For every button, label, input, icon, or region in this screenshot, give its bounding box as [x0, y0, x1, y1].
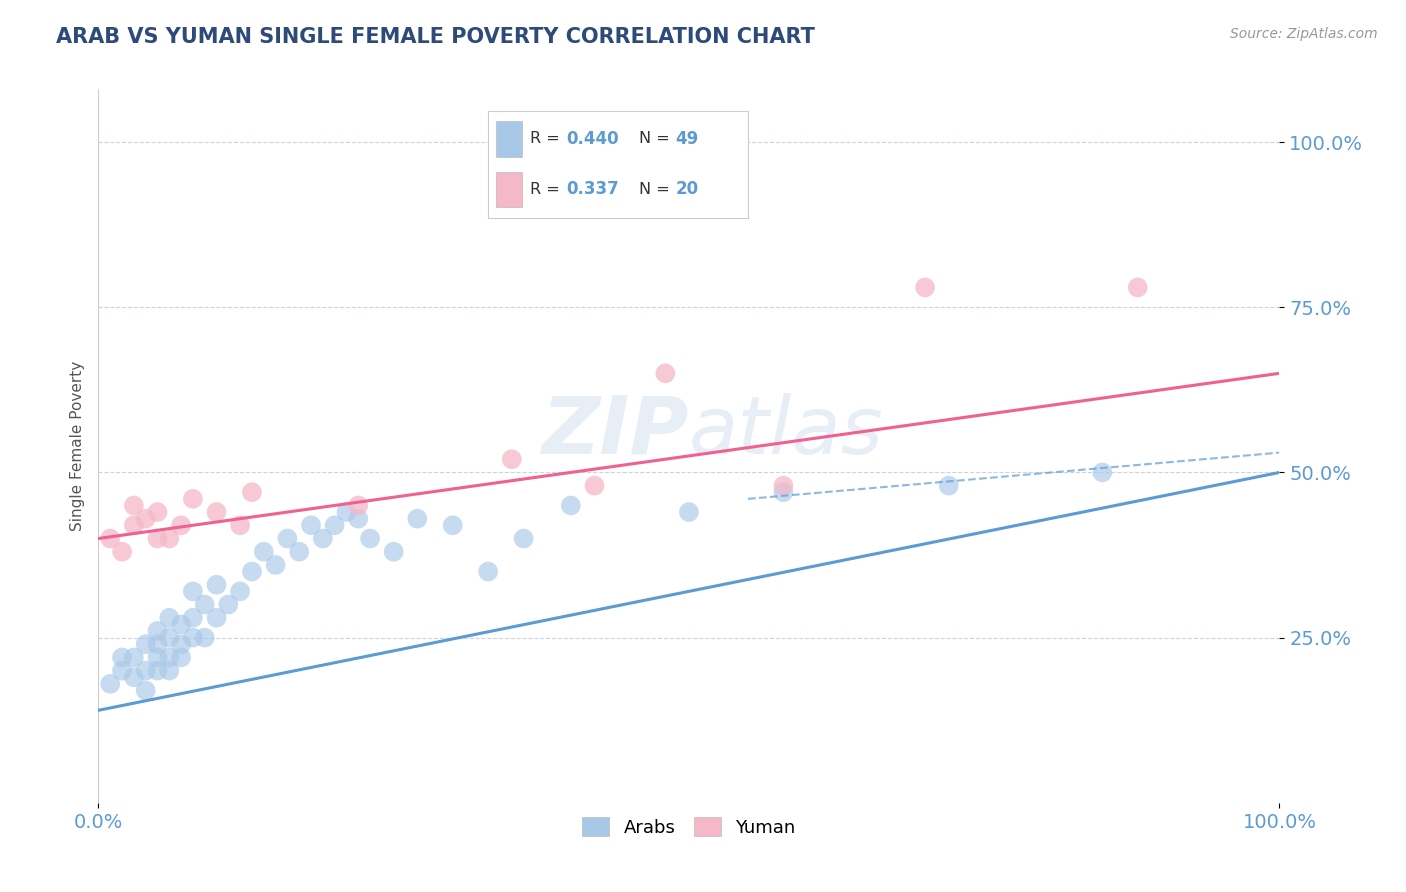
Point: [111, 545, 134, 559]
Point: [111, 664, 134, 678]
Point: [157, 650, 180, 665]
Point: [240, 485, 263, 500]
Point: [122, 670, 145, 684]
Legend: Arabs, Yuman: Arabs, Yuman: [575, 810, 803, 844]
Point: [205, 578, 228, 592]
Point: [240, 565, 263, 579]
Point: [170, 518, 193, 533]
Point: [146, 650, 169, 665]
Point: [938, 478, 960, 492]
Point: [264, 558, 287, 572]
Point: [181, 631, 204, 645]
Point: [122, 650, 145, 665]
Point: [406, 511, 429, 525]
Point: [181, 611, 204, 625]
Point: [135, 664, 157, 678]
Point: [914, 280, 936, 294]
Point: [229, 518, 252, 533]
Point: [157, 532, 180, 546]
Point: [181, 491, 204, 506]
Point: [347, 511, 370, 525]
Point: [276, 532, 298, 546]
Point: [382, 545, 405, 559]
Point: [146, 637, 169, 651]
Point: [347, 499, 370, 513]
Point: [157, 631, 180, 645]
Point: [312, 532, 335, 546]
Point: [501, 452, 523, 467]
Point: [135, 511, 157, 525]
Point: [122, 499, 145, 513]
Point: [146, 505, 169, 519]
Point: [299, 518, 322, 533]
Point: [359, 532, 381, 546]
Text: Source: ZipAtlas.com: Source: ZipAtlas.com: [1230, 27, 1378, 41]
Y-axis label: Single Female Poverty: Single Female Poverty: [69, 361, 84, 531]
Point: [229, 584, 252, 599]
Point: [217, 598, 239, 612]
Point: [335, 505, 357, 519]
Point: [1126, 280, 1149, 294]
Point: [146, 532, 169, 546]
Point: [157, 611, 180, 625]
Point: [122, 518, 145, 533]
Point: [772, 478, 794, 492]
Point: [194, 631, 217, 645]
Point: [512, 532, 534, 546]
Point: [98, 532, 121, 546]
Point: [253, 545, 276, 559]
Point: [98, 677, 121, 691]
Point: [772, 485, 794, 500]
Point: [170, 617, 193, 632]
Point: [194, 598, 217, 612]
Point: [678, 505, 700, 519]
Point: [205, 505, 228, 519]
Point: [441, 518, 464, 533]
Point: [170, 637, 193, 651]
Point: [170, 650, 193, 665]
Point: [205, 611, 228, 625]
Point: [477, 565, 499, 579]
Point: [157, 664, 180, 678]
Point: [654, 367, 676, 381]
Text: ZIP: ZIP: [541, 392, 689, 471]
Point: [135, 637, 157, 651]
Point: [1091, 466, 1114, 480]
Point: [288, 545, 311, 559]
Point: [583, 478, 606, 492]
Point: [146, 624, 169, 638]
Point: [135, 683, 157, 698]
Point: [146, 664, 169, 678]
Point: [560, 499, 582, 513]
Point: [181, 584, 204, 599]
Text: atlas: atlas: [689, 392, 884, 471]
Point: [323, 518, 346, 533]
Point: [111, 650, 134, 665]
Text: ARAB VS YUMAN SINGLE FEMALE POVERTY CORRELATION CHART: ARAB VS YUMAN SINGLE FEMALE POVERTY CORR…: [56, 27, 815, 46]
